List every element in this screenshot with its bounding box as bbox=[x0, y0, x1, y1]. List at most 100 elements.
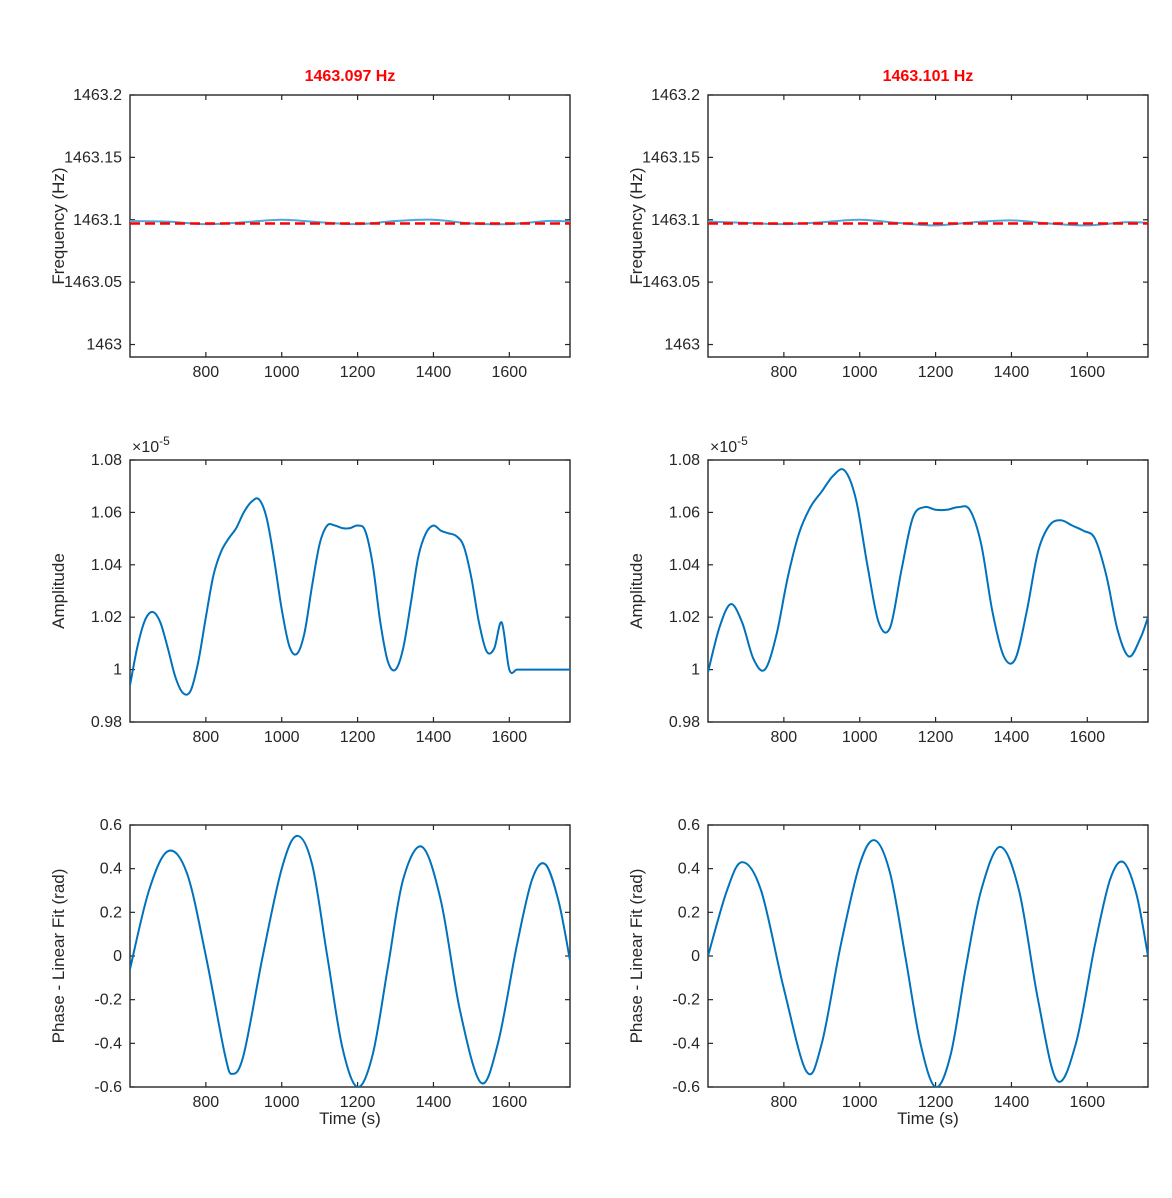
phase-panel-1: 800 1000 1200 1400 1600 -0.6 -0.4 -0.2 0 0.2 0.4 0.… bbox=[627, 817, 1149, 1128]
y-tick-label: 0.4 bbox=[678, 861, 700, 878]
y-tick-label: 1463.1 bbox=[651, 212, 700, 229]
x-tick-label: 1000 bbox=[264, 1094, 300, 1111]
y-tick-label: -0.4 bbox=[672, 1035, 700, 1052]
y-axis-label: Frequency (Hz) bbox=[49, 167, 68, 284]
amplitude-panel-0: 800 1000 1200 1400 1600 0.98 1 1.02 1.04 1.06 1.08… bbox=[49, 434, 571, 746]
x-tick-label: 1200 bbox=[340, 1094, 376, 1111]
x-tick-label: 1600 bbox=[492, 364, 528, 381]
x-tick-label: 1400 bbox=[416, 729, 452, 746]
y-tick-label: 1 bbox=[691, 662, 700, 679]
series-line-0 bbox=[708, 839, 1148, 1087]
y-tick-label: 0.6 bbox=[678, 817, 700, 834]
y-tick-label: 1.04 bbox=[669, 557, 700, 574]
x-tick-label: 1000 bbox=[842, 729, 878, 746]
frequency-panel-0: 800 1000 1200 1400 1600 1463 1463.05 1463.1 1463… bbox=[49, 68, 571, 381]
series-group bbox=[130, 218, 570, 226]
y-axis-label: Phase - Linear Fit (rad) bbox=[627, 869, 646, 1044]
series-line-0 bbox=[130, 834, 570, 1087]
x-tick-label: 1200 bbox=[918, 1094, 954, 1111]
x-tick-label: 1600 bbox=[492, 729, 528, 746]
y-tick-label: 1463.15 bbox=[642, 149, 700, 166]
axes-box bbox=[129, 824, 571, 1088]
y-tick-label: 1.02 bbox=[91, 609, 122, 626]
amplitude-panel-1: 800 1000 1200 1400 1600 0.98 1 1.02 1.04 1.06 1.08… bbox=[627, 434, 1149, 746]
y-tick-label: -0.2 bbox=[672, 992, 700, 1009]
x-tick-label: 1400 bbox=[994, 364, 1030, 381]
y-tick-label: 0.98 bbox=[669, 714, 700, 731]
y-tick-label: 0 bbox=[113, 948, 122, 965]
y-tick-label: 1463.05 bbox=[642, 274, 700, 291]
y-tick-label: 1463.05 bbox=[64, 274, 122, 291]
x-tick-label: 1600 bbox=[1070, 1094, 1106, 1111]
y-tick-label: -0.4 bbox=[94, 1035, 122, 1052]
x-tick-label: 800 bbox=[771, 729, 798, 746]
y-tick-label: 1463.2 bbox=[73, 87, 122, 104]
x-axis-label: Time (s) bbox=[897, 1109, 959, 1128]
y-tick-label: 1.04 bbox=[91, 557, 122, 574]
series-group bbox=[130, 497, 570, 696]
axes-box bbox=[129, 94, 571, 358]
y-tick-label: 0.2 bbox=[100, 904, 122, 921]
panels: 800 1000 1200 1400 1600 1463 1463.05 1463.1 1463… bbox=[49, 68, 1149, 1128]
y-axis-label: Phase - Linear Fit (rad) bbox=[49, 869, 68, 1044]
x-tick-label: 1600 bbox=[1070, 729, 1106, 746]
y-tick-label: 1.08 bbox=[91, 452, 122, 469]
y-tick-label: 1 bbox=[113, 662, 122, 679]
y-tick-label: -0.2 bbox=[94, 992, 122, 1009]
y-tick-label: 1.02 bbox=[669, 609, 700, 626]
axes-box bbox=[707, 824, 1149, 1088]
axes-box bbox=[129, 459, 571, 723]
series-group bbox=[708, 839, 1148, 1087]
exponent-power: -5 bbox=[737, 434, 748, 448]
y-tick-label: 1463.15 bbox=[64, 149, 122, 166]
series-line-0 bbox=[708, 468, 1148, 673]
series-group bbox=[130, 834, 570, 1087]
frequency-panel-1: 800 1000 1200 1400 1600 1463 1463.05 1463.1 1463… bbox=[627, 68, 1149, 381]
y-axis-label: Frequency (Hz) bbox=[627, 167, 646, 284]
y-tick-label: 1.08 bbox=[669, 452, 700, 469]
y-tick-label: 1463 bbox=[664, 337, 700, 354]
chart-title: 1463.097 Hz bbox=[305, 68, 396, 85]
x-tick-label: 800 bbox=[193, 729, 220, 746]
x-tick-label: 1200 bbox=[918, 364, 954, 381]
x-tick-label: 1000 bbox=[842, 364, 878, 381]
y-tick-label: 0 bbox=[691, 948, 700, 965]
series-line-0 bbox=[130, 497, 570, 696]
x-tick-label: 1400 bbox=[416, 364, 452, 381]
series-group bbox=[708, 218, 1148, 227]
series-group bbox=[708, 468, 1148, 673]
x-tick-label: 800 bbox=[193, 1094, 220, 1111]
x-tick-label: 800 bbox=[193, 364, 220, 381]
x-tick-label: 1200 bbox=[918, 729, 954, 746]
phase-panel-0: 800 1000 1200 1400 1600 -0.6 -0.4 -0.2 0 0.2 0.4 0.… bbox=[49, 817, 571, 1128]
x-tick-label: 1600 bbox=[492, 1094, 528, 1111]
x-tick-label: 1600 bbox=[1070, 364, 1106, 381]
x-tick-label: 1000 bbox=[842, 1094, 878, 1111]
x-tick-label: 800 bbox=[771, 364, 798, 381]
x-tick-label: 1000 bbox=[264, 729, 300, 746]
y-tick-label: -0.6 bbox=[672, 1079, 700, 1096]
x-tick-label: 1400 bbox=[994, 729, 1030, 746]
y-tick-label: 0.98 bbox=[91, 714, 122, 731]
x-axis-label: Time (s) bbox=[319, 1109, 381, 1128]
exponent-power: -5 bbox=[159, 434, 170, 448]
x-tick-label: 1000 bbox=[264, 364, 300, 381]
y-tick-label: 0.6 bbox=[100, 817, 122, 834]
y-tick-label: 1463 bbox=[86, 337, 122, 354]
x-tick-label: 800 bbox=[771, 1094, 798, 1111]
y-tick-label: 1463.2 bbox=[651, 87, 700, 104]
x-tick-label: 1200 bbox=[340, 729, 376, 746]
y-tick-label: 0.2 bbox=[678, 904, 700, 921]
y-tick-label: 1463.1 bbox=[73, 212, 122, 229]
y-axis-label: Amplitude bbox=[627, 553, 646, 629]
x-tick-label: 1200 bbox=[340, 364, 376, 381]
y-tick-label: 1.06 bbox=[669, 504, 700, 521]
y-tick-label: -0.6 bbox=[94, 1079, 122, 1096]
axes-box bbox=[707, 459, 1149, 723]
y-tick-label: 0.4 bbox=[100, 861, 122, 878]
y-axis-label: Amplitude bbox=[49, 553, 68, 629]
chart-title: 1463.101 Hz bbox=[883, 68, 974, 85]
y-tick-label: 1.06 bbox=[91, 504, 122, 521]
x-tick-label: 1400 bbox=[994, 1094, 1030, 1111]
